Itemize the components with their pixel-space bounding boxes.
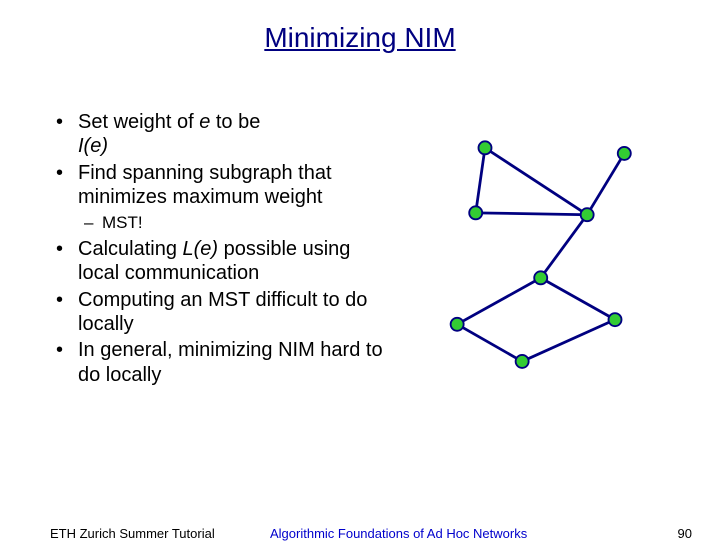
graph-edge [541, 215, 587, 278]
slide-title: Minimizing NIM [0, 22, 720, 54]
graph-node [581, 208, 594, 221]
bullet-list: Set weight of e to be I(e) Find spanning… [50, 110, 390, 389]
graph-edge [476, 213, 587, 215]
graph-edge [587, 153, 624, 214]
b1-e: e [199, 111, 210, 133]
bullet-2: Find spanning subgraph that minimizes ma… [50, 161, 390, 233]
graph-edge [541, 278, 615, 320]
b1-mid: to be [210, 111, 260, 133]
footer-right: 90 [678, 526, 692, 541]
bullet-5: In general, minimizing NIM hard to do lo… [50, 338, 390, 387]
b1-ie: I(e) [78, 135, 108, 157]
graph-node [451, 318, 464, 331]
b3-pre: Calculating [78, 238, 183, 260]
footer-left: ETH Zurich Summer Tutorial [50, 526, 215, 541]
graph-node [479, 141, 492, 154]
graph-edge [457, 278, 541, 324]
bullet-2-sub: MST! [78, 212, 390, 233]
graph-node [516, 355, 529, 368]
bullet-3: Calculating L(e) possible using local co… [50, 237, 390, 286]
b1-text: Set weight of [78, 111, 199, 133]
graph-node [618, 147, 631, 160]
graph-node [469, 206, 482, 219]
graph-edge [457, 324, 522, 361]
graph-edge [485, 148, 587, 215]
graph-edge [476, 148, 485, 213]
footer-center: Algorithmic Foundations of Ad Hoc Networ… [270, 526, 527, 541]
b3-le: L(e) [183, 238, 219, 260]
graph-node [534, 271, 547, 284]
b2-text: Find spanning subgraph that minimizes ma… [78, 162, 332, 208]
graph-node [609, 313, 622, 326]
graph-edge [522, 320, 615, 362]
graph-diagram [410, 120, 690, 380]
bullet-4: Computing an MST difficult to do locally [50, 288, 390, 337]
bullet-1: Set weight of e to be I(e) [50, 110, 390, 159]
